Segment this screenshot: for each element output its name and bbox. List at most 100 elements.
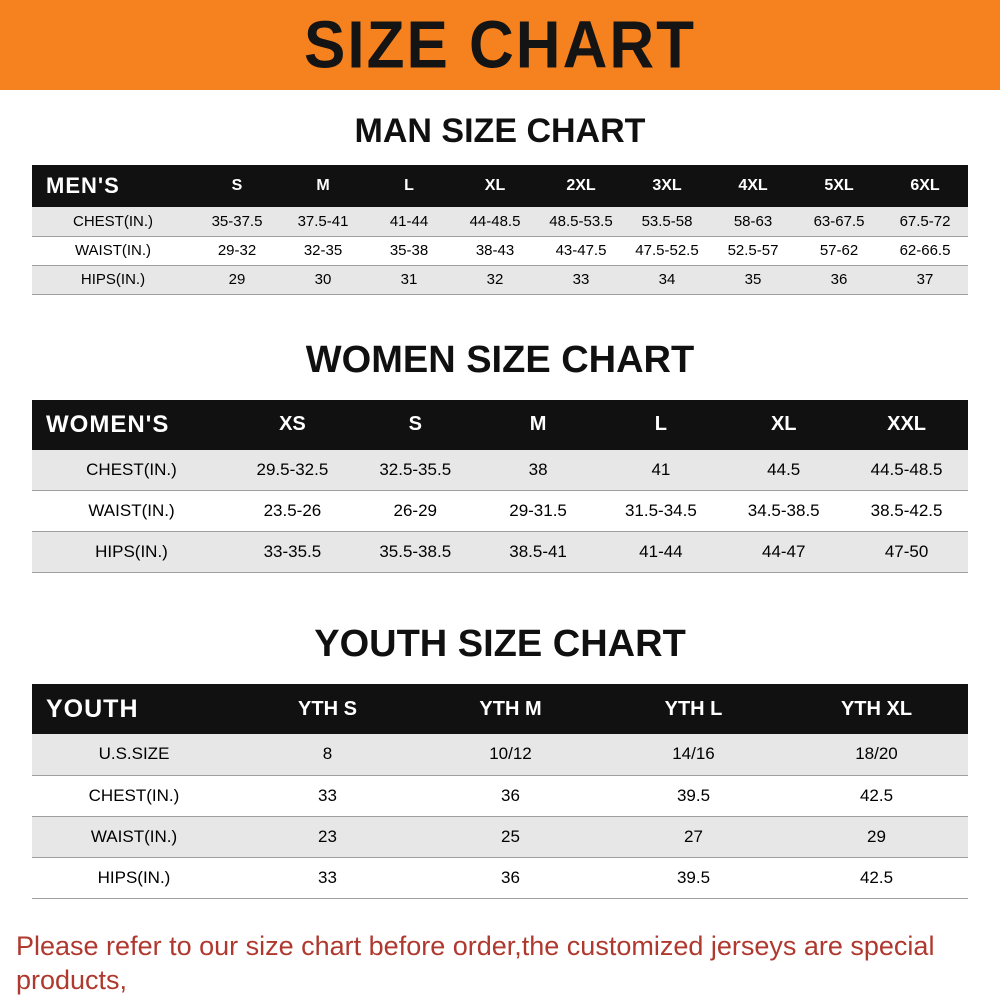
size-cell: 35 (744, 271, 762, 288)
youth-size-chart-heading: YOUTH SIZE CHART (314, 623, 686, 665)
notice-line-1: Please refer to our size chart before or… (16, 930, 935, 996)
table-row: CHEST(IN.) 35-37.5 37.5-41 41-44 44-48.5 48.5… (32, 207, 968, 236)
table-header-row: MEN'S S M L XL 2XL 3XL 4XL 5XL 6XL (32, 165, 968, 207)
size-cell: 33 (318, 785, 337, 805)
size-cell: 41-44 (639, 542, 683, 561)
size-cell: 41-44 (389, 212, 429, 230)
size-cell: 44-48.5 (469, 212, 521, 230)
size-cell: 31 (400, 271, 418, 288)
column-header: L (404, 177, 414, 194)
women-size-chart-section: WOMEN SIZE CHART WOMEN'S XS S M L XL XXL CHEST(… (0, 339, 1000, 574)
man-size-chart-section: MAN SIZE CHART MEN'S S M L XL 2XL 3XL 4XL 5XL 6XL… (0, 112, 1000, 295)
column-header: YTH S (298, 697, 357, 720)
size-cell: 38-43 (475, 242, 515, 259)
table-row: HIPS(IN.) 29 30 31 32 33 34 35 36 37 (32, 265, 968, 294)
size-cell: 27 (684, 826, 703, 846)
size-cell: 14/16 (672, 744, 715, 764)
size-cell: 29-31.5 (509, 501, 567, 520)
column-header: YTH XL (840, 697, 913, 720)
row-label: WAIST(IN.) (74, 242, 152, 259)
size-cell: 39.5 (676, 785, 711, 805)
size-cell: 39.5 (676, 867, 711, 887)
row-label: HIPS(IN.) (97, 867, 171, 887)
column-header: 6XL (910, 177, 940, 194)
row-label: CHEST(IN.) (73, 212, 153, 230)
size-cell: 43-47.5 (555, 242, 607, 259)
size-cell: 47.5-52.5 (635, 242, 699, 259)
size-cell: 44.5 (767, 459, 801, 479)
size-cell: 36 (830, 271, 848, 288)
size-cell: 23.5-26 (263, 501, 322, 520)
row-label: U.S.SIZE (98, 744, 170, 764)
size-cell: 35-38 (389, 242, 429, 259)
size-cell: 37.5-41 (297, 212, 349, 230)
size-cell: 30 (314, 271, 332, 288)
row-label: WAIST(IN.) (88, 501, 175, 520)
column-header: L (654, 413, 667, 435)
column-header: S (408, 413, 422, 435)
size-cell: 38.5-41 (509, 542, 567, 561)
row-label: CHEST(IN.) (88, 785, 180, 805)
size-cell: 57-62 (819, 242, 859, 259)
size-cell: 8 (322, 744, 333, 764)
size-cell: 36 (501, 785, 520, 805)
youth-size-table: YOUTH YTH S YTH M YTH L YTH XL U.S.SIZE 8 10/12… (32, 684, 968, 899)
womens-size-table: WOMEN'S XS S M L XL XXL CHEST(IN.) 29.5-32.5 32.5… (32, 399, 968, 574)
table-row: HIPS(IN.) 33-35.5 35.5-38.5 38.5-41 41-44 44-… (32, 531, 968, 573)
size-cell: 42.5 (859, 785, 894, 805)
size-cell: 10/12 (489, 744, 532, 764)
size-cell: 32 (486, 271, 504, 288)
column-header: 4XL (738, 177, 768, 194)
man-size-chart-heading: MAN SIZE CHART (354, 112, 646, 150)
page-title: SIZE CHART (304, 7, 696, 83)
size-cell: 18/20 (855, 744, 898, 764)
table-row: HIPS(IN.) 33 36 39.5 42.5 (32, 857, 968, 898)
size-cell: 44-47 (761, 542, 806, 561)
table-label: WOMEN'S (46, 410, 170, 438)
row-label: HIPS(IN.) (80, 271, 146, 288)
size-cell: 34 (658, 271, 676, 288)
size-cell: 29.5-32.5 (256, 459, 329, 479)
size-cell: 35.5-38.5 (379, 542, 452, 561)
table-header-row: YOUTH YTH S YTH M YTH L YTH XL (32, 684, 968, 734)
youth-size-chart-section: YOUTH SIZE CHART YOUTH YTH S YTH M YTH L YTH… (0, 623, 1000, 899)
column-header: M (316, 177, 330, 194)
row-label: CHEST(IN.) (86, 459, 177, 479)
women-size-chart-heading: WOMEN SIZE CHART (305, 338, 695, 381)
size-cell: 29 (228, 271, 246, 288)
order-notice: Please refer to our size chart before or… (16, 929, 1000, 1000)
size-cell: 36 (501, 867, 520, 887)
column-header: XL (770, 413, 797, 435)
column-header: XXL (887, 413, 927, 435)
size-cell: 48.5-53.5 (549, 212, 613, 230)
table-label: YOUTH (46, 694, 139, 723)
column-header: YTH M (479, 697, 542, 720)
size-cell: 25 (501, 826, 520, 846)
size-cell: 38.5-42.5 (870, 501, 943, 520)
table-row: WAIST(IN.) 23 25 27 29 (32, 816, 968, 857)
size-cell: 47-50 (884, 542, 929, 561)
size-cell: 32.5-35.5 (379, 459, 452, 479)
size-cell: 53.5-58 (641, 212, 693, 230)
table-row: U.S.SIZE 8 10/12 14/16 18/20 (32, 734, 968, 775)
size-cell: 44.5-48.5 (870, 459, 943, 479)
table-row: WAIST(IN.) 29-32 32-35 35-38 38-43 43-47.5 47.… (32, 236, 968, 265)
size-cell: 32-35 (303, 242, 343, 259)
size-cell: 31.5-34.5 (624, 501, 697, 520)
table-header-row: WOMEN'S XS S M L XL XXL (32, 399, 968, 450)
column-header: 3XL (652, 177, 682, 194)
size-cell: 23 (318, 826, 337, 846)
size-cell: 33 (572, 271, 590, 288)
table-row: CHEST(IN.) 33 36 39.5 42.5 (32, 775, 968, 816)
size-cell: 35-37.5 (211, 212, 263, 230)
mens-size-table: MEN'S S M L XL 2XL 3XL 4XL 5XL 6XL CHEST(IN.) 35-37… (32, 165, 968, 295)
column-header: 5XL (824, 177, 854, 194)
column-header: M (529, 413, 547, 435)
size-cell: 33-35.5 (263, 542, 322, 561)
size-cell: 63-67.5 (813, 212, 865, 230)
size-cell: 42.5 (859, 867, 894, 887)
size-cell: 34.5-38.5 (747, 501, 820, 520)
size-cell: 26-29 (393, 501, 437, 520)
size-cell: 58-63 (733, 212, 773, 230)
